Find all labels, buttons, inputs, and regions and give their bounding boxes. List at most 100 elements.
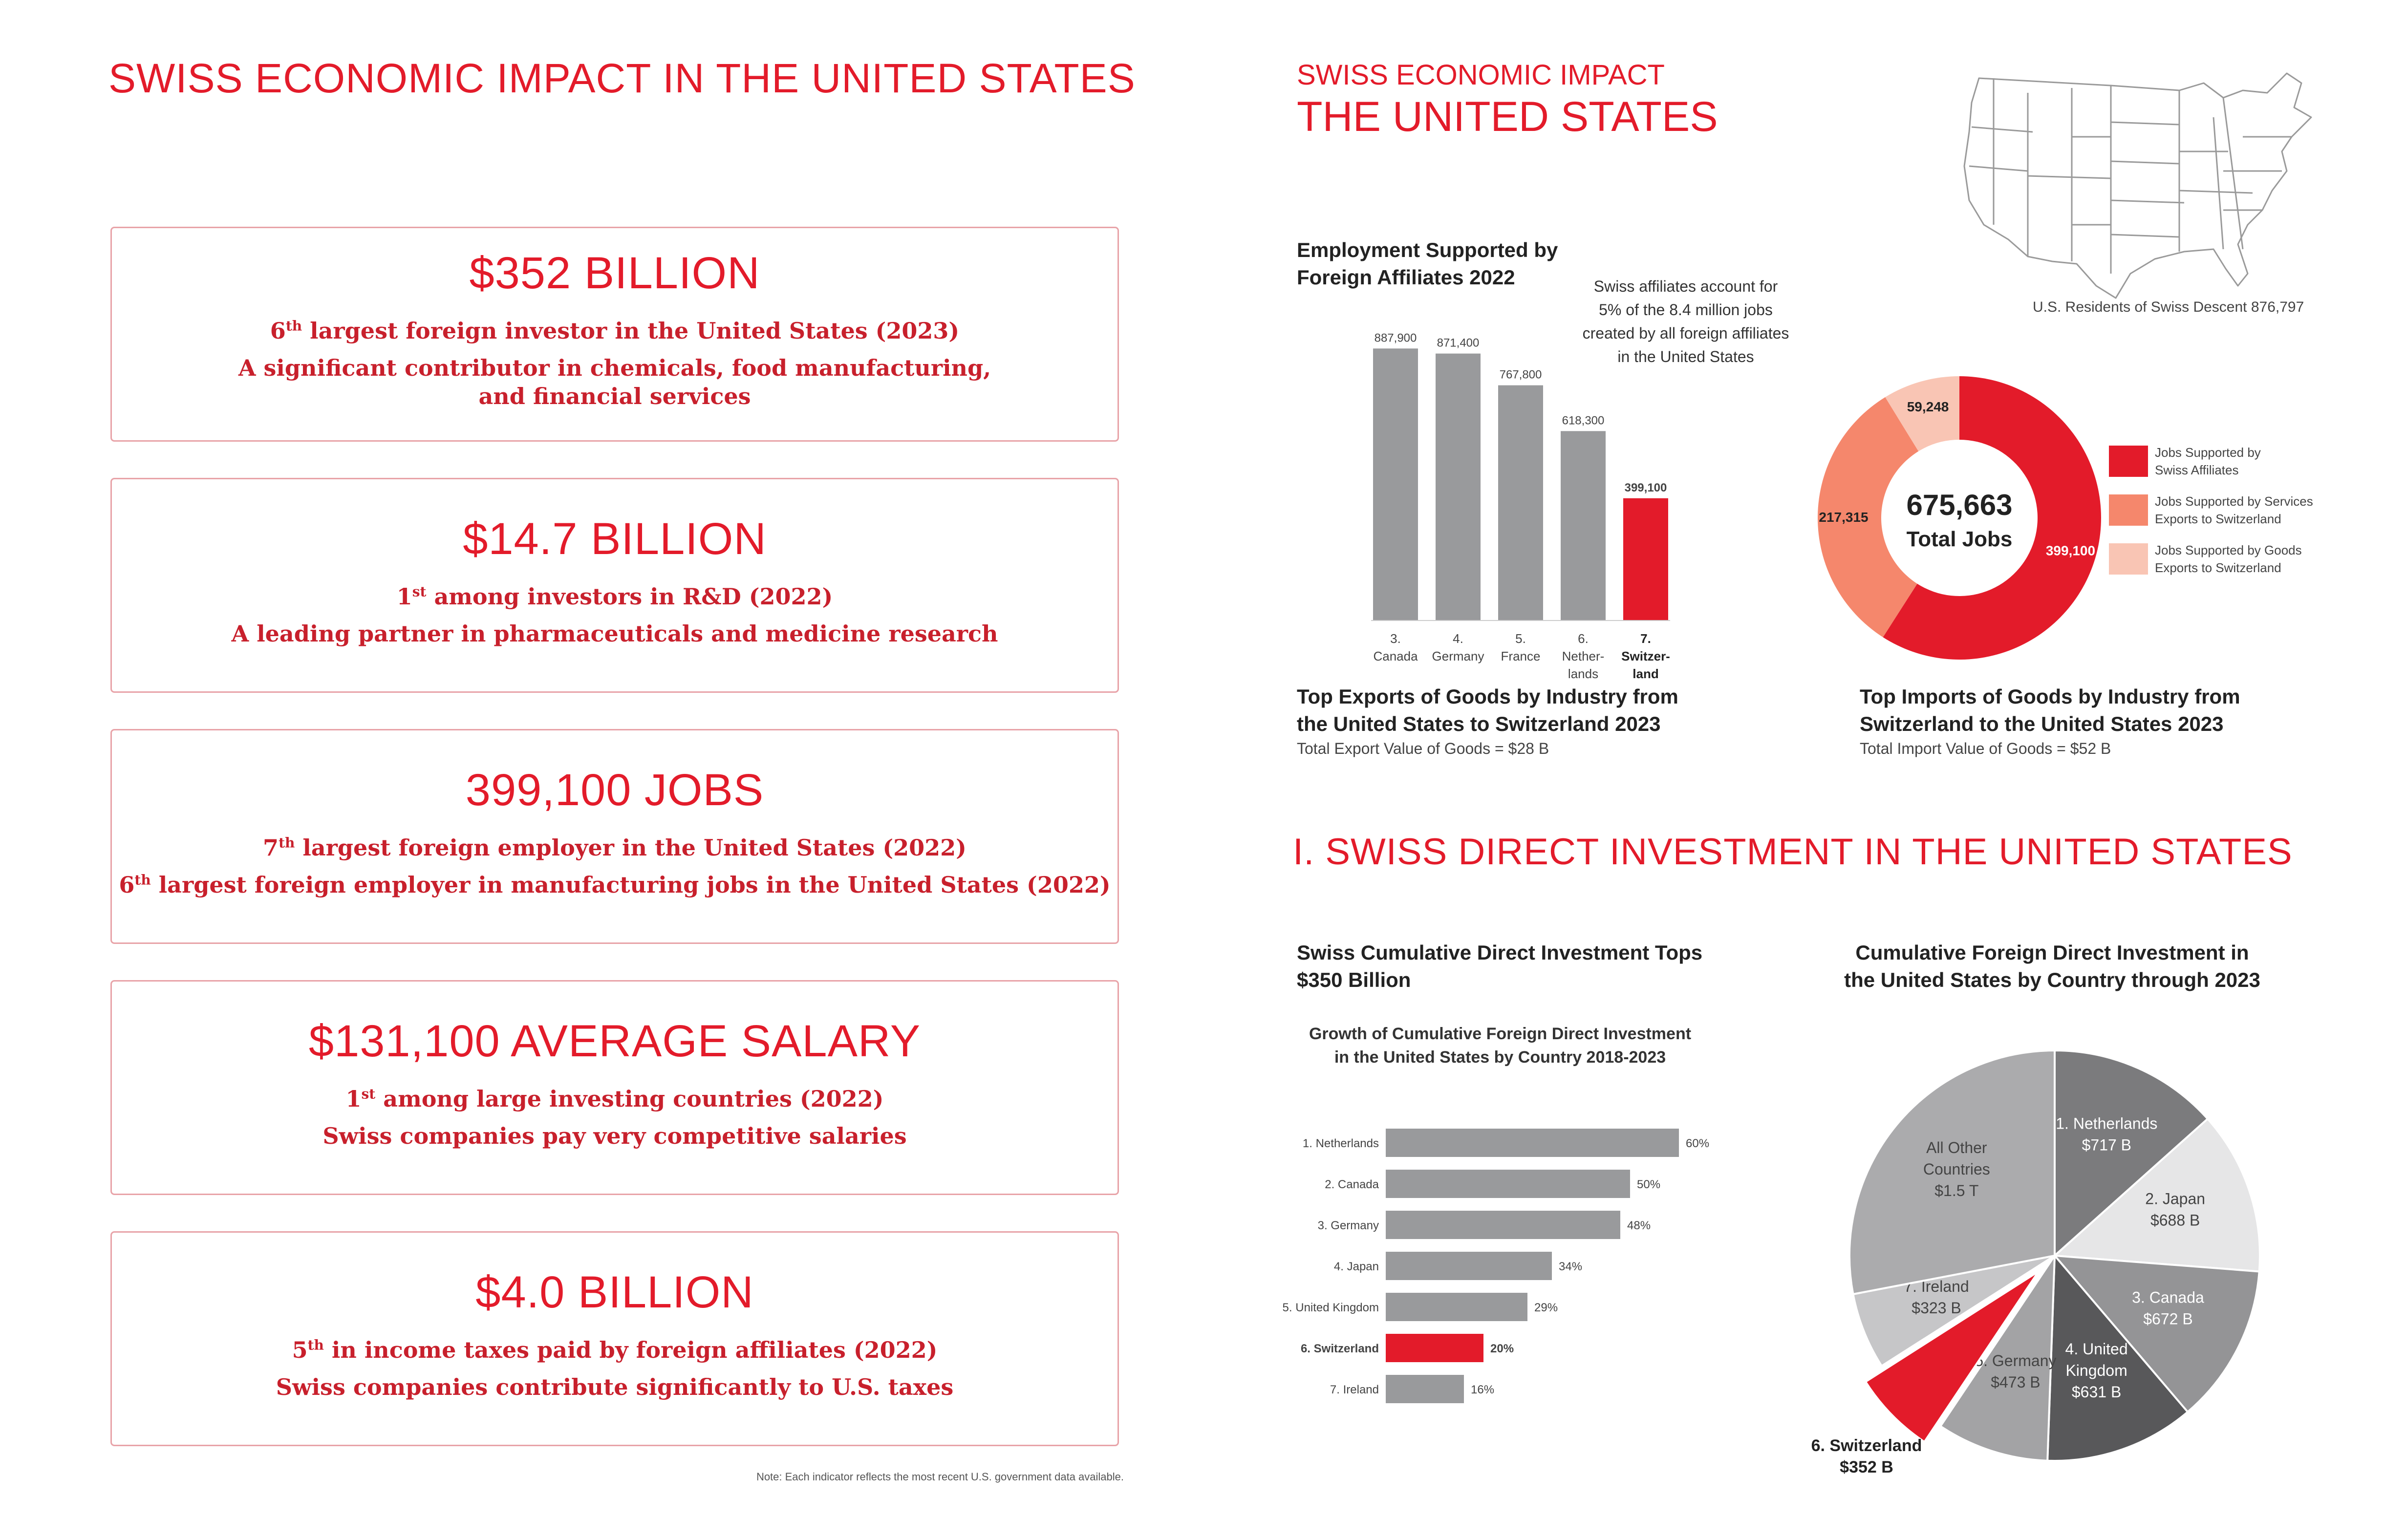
stat-line: 5th in income taxes paid by foreign affi… (292, 1337, 938, 1363)
pie-slice-label: 2. Japan (2145, 1190, 2205, 1208)
country-pie-chart: 1. Netherlands $717 B 2. Japan $688 B 3. Can… (1811, 1049, 2261, 1476)
pie-slice-4 (1939, 1252, 2056, 1462)
pie-slice-5 (1864, 1270, 2040, 1443)
legend-label: Jobs Supported by Swiss Affiliates (2155, 445, 2261, 477)
legend-swatch-swiss-affiliates (2109, 446, 2148, 477)
hbar-1 (1386, 1170, 1630, 1198)
pie-slice-3 (2046, 1253, 2190, 1462)
employment-bar-chart: 887,900 3. Canada 871,400 4. Germany 767,800 5.… (1371, 331, 1670, 681)
hbar-4 (1386, 1293, 1527, 1321)
stat-line: and financial services (478, 383, 751, 409)
stat-line: A leading partner in pharmaceuticals and… (231, 620, 998, 647)
hbar-value-label: 20% (1490, 1342, 1514, 1355)
donut-slice-2 (1885, 376, 1959, 451)
exports-title: Top Exports of Goods by Industry from th… (1297, 685, 1678, 735)
bar-category-label: France (1501, 649, 1541, 663)
exports-subtitle: Total Export Value of Goods = $28 B (1297, 740, 1549, 757)
stat-card-jobs: 399,100 JOBS 7th largest foreign employe… (110, 729, 1119, 944)
bar-category-label: 7. (1640, 631, 1651, 646)
bar-value-label: 399,100 (1625, 481, 1667, 494)
stat-line: 6th largest foreign employer in manufact… (119, 872, 1111, 898)
bar-3 (1561, 431, 1606, 620)
bar-category-label: 5. (1515, 631, 1526, 646)
growth-title: Growth of Cumulative Foreign Direct Inve… (1309, 1025, 1692, 1067)
pie-slice-label: $323 B (1912, 1299, 1961, 1317)
pie-slice-label: $631 B (2072, 1383, 2121, 1401)
donut-slice-1 (1818, 397, 1919, 638)
donut-slice-0 (1883, 376, 2101, 660)
pie-slice-1 (2052, 1117, 2261, 1273)
stat-card-taxes: $4.0 BILLION 5th in income taxes paid by… (110, 1231, 1119, 1446)
hbar-0 (1386, 1129, 1679, 1157)
main-title: SWISS ECONOMIC IMPACT IN THE UNITED STAT… (108, 55, 1136, 101)
pie-slice-label: $473 B (1991, 1373, 2040, 1391)
stat-card-rnd: $14.7 BILLION 1st among investors in R&D… (110, 478, 1119, 693)
pie-title: Cumulative Foreign Direct Investment in … (1844, 941, 2260, 991)
stat-value: $131,100 AVERAGE SALARY (308, 1016, 921, 1066)
bar-category-label: 4. (1453, 631, 1463, 646)
hbar-category-label: 4. Japan (1334, 1260, 1379, 1273)
bar-category-label: Switzer- (1621, 649, 1670, 663)
legend-label: Jobs Supported by Goods Exports to Switze… (2155, 543, 2302, 575)
pie-slice-2 (2052, 1254, 2260, 1413)
imports-title: Top Imports of Goods by Industry from Sw… (1860, 685, 2240, 735)
bar-category-label: land (1633, 666, 1658, 681)
legend-swatch-goods (2109, 543, 2148, 575)
stat-line: Swiss companies pay very competitive sal… (322, 1123, 907, 1149)
stat-value: $4.0 BILLION (475, 1267, 754, 1317)
pie-slice-7 (1848, 1049, 2056, 1296)
stat-line: 1st among large investing countries (202… (345, 1086, 884, 1112)
bar-value-label: 767,800 (1500, 368, 1542, 382)
pie-slice-label: 5. Germany (1975, 1352, 2056, 1369)
pie-slice-label: 1. Netherlands (2056, 1114, 2157, 1132)
bar-value-label: 871,400 (1437, 337, 1480, 350)
pie-slice-label: $1.5 T (1934, 1182, 1978, 1199)
stat-value: 399,100 JOBS (465, 765, 764, 815)
stat-line: Swiss companies contribute significantly… (276, 1374, 954, 1400)
us-map-outline (1963, 72, 2312, 299)
pie-slice-label: Kingdom (2065, 1362, 2127, 1379)
stat-line: 6th largest foreign investor in the Unit… (270, 318, 960, 344)
bar-0 (1373, 348, 1418, 620)
bar-4 (1623, 498, 1668, 620)
cumulative-title: Swiss Cumulative Direct Investment Tops … (1297, 941, 1703, 991)
growth-bar-chart: 1. Netherlands 60% 2. Canada 50% 3. Germany 4… (1283, 1129, 1709, 1403)
hbar-value-label: 16% (1471, 1383, 1494, 1396)
stat-value: $14.7 BILLION (463, 514, 767, 564)
section-title: I. SWISS DIRECT INVESTMENT IN THE UNITED… (1293, 831, 2293, 873)
stat-line: 7th largest foreign employer in the Unit… (263, 834, 967, 861)
donut-center-label: Total Jobs (1907, 527, 2013, 551)
bar-value-label: 887,900 (1375, 331, 1417, 344)
hbar-2 (1386, 1211, 1620, 1239)
pie-slice-0 (2054, 1049, 2209, 1258)
right-title-small: SWISS ECONOMIC IMPACT (1297, 59, 1665, 91)
bar-category-label: lands (1568, 666, 1598, 681)
hbar-value-label: 50% (1637, 1178, 1660, 1191)
pie-slice-6 (1852, 1255, 2056, 1368)
hbar-value-label: 60% (1686, 1137, 1709, 1150)
hbar-category-label: 7. Ireland (1330, 1383, 1379, 1396)
stat-line: 1st among investors in R&D (2022) (396, 583, 833, 610)
hbar-value-label: 34% (1559, 1260, 1582, 1273)
bar-category-label: Nether- (1562, 649, 1605, 663)
stat-line: A significant contributor in chemicals, … (238, 355, 991, 381)
bar-category-label: Germany (1432, 649, 1484, 663)
right-title-big: THE UNITED STATES (1297, 93, 1718, 140)
pie-slice-label: Countries (1923, 1160, 1990, 1178)
legend-label: Jobs Supported by Services Exports to Swi… (2155, 494, 2313, 526)
legend-swatch-services (2109, 494, 2148, 526)
bar-value-label: 618,300 (1562, 414, 1605, 427)
donut-slice-label: 59,248 (1907, 399, 1949, 414)
hbar-5 (1386, 1334, 1483, 1362)
map-caption: U.S. Residents of Swiss Descent 876,797 (2033, 299, 2304, 315)
hbar-category-label: 6. Switzerland (1301, 1342, 1379, 1355)
pie-slice-label: 3. Canada (2132, 1288, 2204, 1306)
jobs-donut-chart: 399,100 217,315 59,248 675,663 Total Jobs (1818, 376, 2101, 660)
bar-1 (1436, 353, 1481, 620)
us-map-icon (1963, 72, 2312, 299)
stat-card-salary: $131,100 AVERAGE SALARY 1st among large … (110, 980, 1119, 1195)
pie-slice-label: 6. Switzerland (1811, 1436, 1922, 1455)
hbar-category-label: 3. Germany (1318, 1219, 1379, 1232)
donut-center-value: 675,663 (1907, 489, 2013, 521)
hbar-3 (1386, 1252, 1552, 1280)
